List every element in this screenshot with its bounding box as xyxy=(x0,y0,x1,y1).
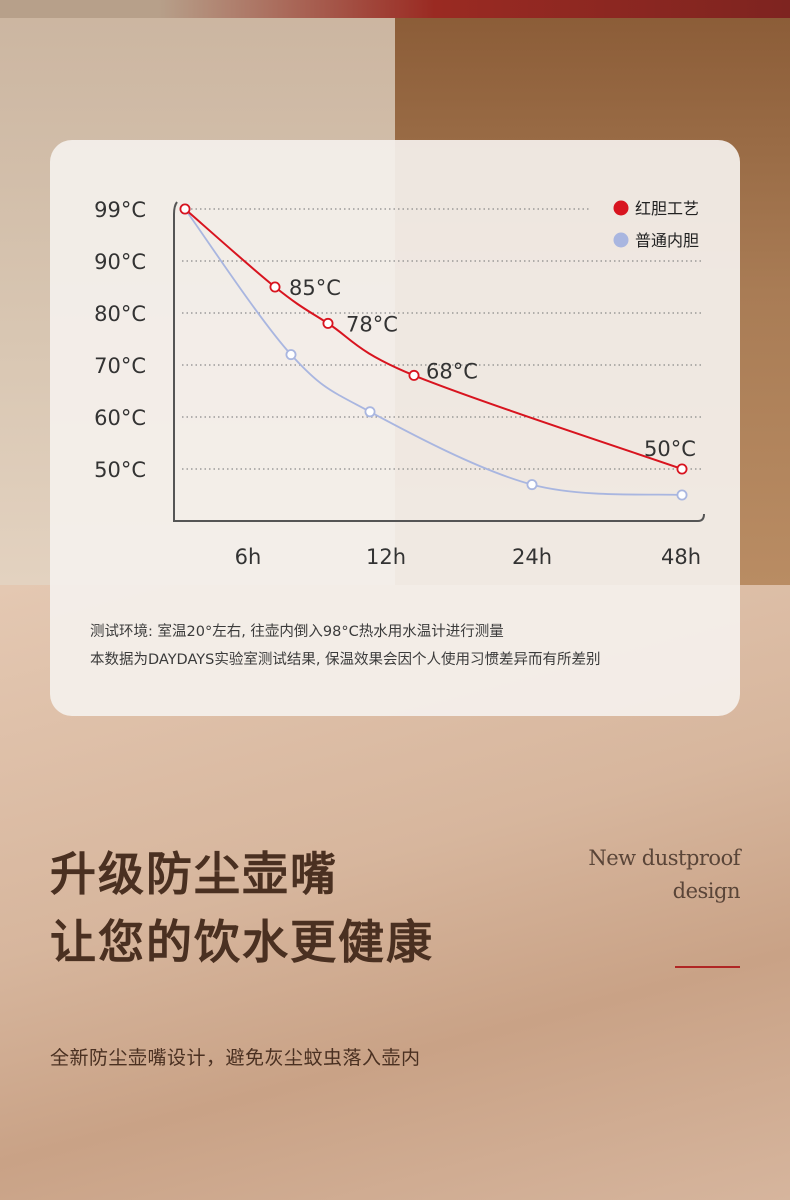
headline-line-2: 让您的饮水更健康 xyxy=(50,915,434,969)
legend-marker xyxy=(613,200,629,216)
series-line-blue xyxy=(184,208,683,496)
legend-label: 红胆工艺 xyxy=(635,199,699,218)
data-point xyxy=(179,203,191,215)
x-tick-label: 12h xyxy=(366,545,406,569)
y-tick-label: 70°C xyxy=(94,354,146,378)
legend-label: 普通内胆 xyxy=(635,231,699,250)
data-point xyxy=(269,281,281,293)
accent-divider xyxy=(675,966,740,968)
data-point xyxy=(408,369,420,381)
headline-line-1: 升级防尘壶嘴 xyxy=(50,847,338,901)
test-disclaimer-note: 本数据为DAYDAYS实验室测试结果, 保温效果会因个人使用习惯差异而有所差别 xyxy=(90,652,601,668)
description-text: 全新防尘壶嘴设计，避免灰尘蚊虫落入壶内 xyxy=(50,1047,421,1069)
headline: 升级防尘壶嘴 让您的饮水更健康 xyxy=(50,840,434,976)
english-tagline: New dustproof design xyxy=(588,842,740,908)
y-tick-label: 60°C xyxy=(94,406,146,430)
y-tick-label: 90°C xyxy=(94,250,146,274)
data-point xyxy=(322,317,334,329)
data-point xyxy=(676,489,688,501)
y-tick-label: 80°C xyxy=(94,302,146,326)
legend-marker xyxy=(613,232,629,248)
x-tick-label: 24h xyxy=(512,545,552,569)
x-tick-label: 48h xyxy=(661,545,701,569)
data-point xyxy=(526,479,538,491)
test-environment-note: 测试环境: 室温20°左右, 往壶内倒入98°C热水用水温计进行测量 xyxy=(90,624,504,640)
data-point xyxy=(364,406,376,418)
data-label: 85°C xyxy=(289,276,341,300)
english-tagline-line-1: New dustproof xyxy=(588,846,740,870)
background-top-strip xyxy=(0,0,790,18)
x-tick-label: 6h xyxy=(235,545,262,569)
data-label: 50°C xyxy=(644,437,696,461)
data-point xyxy=(676,463,688,475)
y-tick-label: 50°C xyxy=(94,458,146,482)
english-tagline-line-2: design xyxy=(672,879,741,903)
test-notes: 测试环境: 室温20°左右, 往壶内倒入98°C热水用水温计进行测量 本数据为D… xyxy=(90,618,710,674)
data-label: 68°C xyxy=(426,359,478,383)
y-tick-label: 99°C xyxy=(94,198,146,222)
series-line-red xyxy=(184,208,683,470)
data-point xyxy=(285,349,297,361)
chart-axes xyxy=(173,201,705,522)
temperature-chart: 99°C 90°C 80°C 70°C 60°C 50°C 6h 12h 24h 48h 85°C… xyxy=(94,198,705,569)
data-label: 78°C xyxy=(346,312,398,336)
chart-card: 99°C 90°C 80°C 70°C 60°C 50°C 6h 12h 24h 48h 85°C… xyxy=(50,140,740,716)
